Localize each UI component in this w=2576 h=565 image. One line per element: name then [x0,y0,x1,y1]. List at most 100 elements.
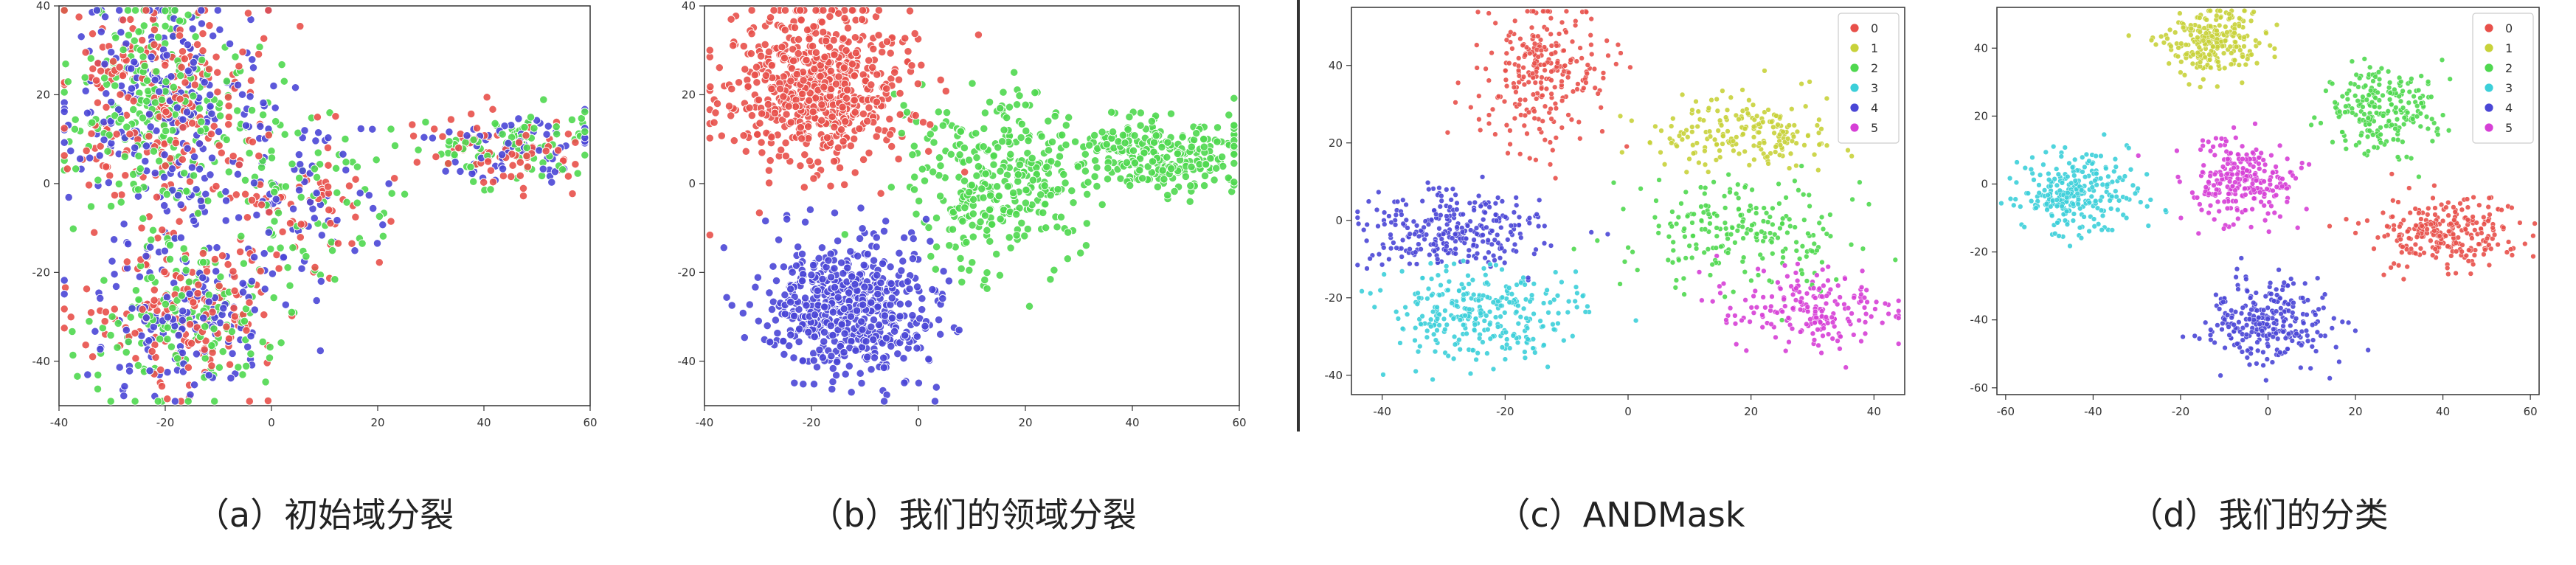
data-point-red [913,79,923,89]
data-point-green [153,397,162,406]
data-point-green [131,397,139,406]
data-point-red [190,80,199,89]
data-point-0 [1507,128,1513,134]
data-point-red [224,93,233,102]
data-point-red [878,47,887,57]
data-point-blue [909,234,918,243]
data-point-red [796,122,805,132]
data-point-green [106,397,115,406]
data-point-1 [1731,148,1737,153]
data-point-0 [1583,80,1589,86]
data-point-3 [1402,304,1408,311]
data-point-1 [1722,114,1729,120]
data-point-blue [147,52,156,61]
data-point-3 [1551,326,1557,333]
data-point-3 [1520,305,1527,312]
data-point-1 [1803,103,1809,109]
data-point-5 [1793,270,1799,276]
data-point-4 [1437,204,1443,209]
data-point-5 [1858,338,1864,344]
data-point-green [553,130,561,139]
data-point-green [342,158,350,167]
data-point-red [272,250,281,260]
data-point-green [1024,136,1033,145]
data-point-blue [932,383,941,392]
data-point-1 [1707,134,1714,139]
data-point-1 [1708,97,1714,103]
data-point-2 [1809,248,1815,254]
data-point-green [920,176,929,185]
data-point-3 [1456,288,1462,294]
data-point-green [353,162,362,171]
data-point-green [1085,141,1094,150]
data-point-green [910,173,919,181]
data-point-red [907,61,916,70]
data-point-blue [779,336,788,346]
data-point-blue [913,282,922,291]
data-point-green [1067,186,1076,195]
data-point-3 [1485,327,1491,333]
data-point-green [184,10,193,19]
data-point-blue [780,310,789,319]
data-point-red [409,131,418,141]
data-point-red [412,158,421,167]
data-point-4 [1381,209,1388,215]
data-point-green [1143,162,1152,171]
data-point-red [119,15,128,24]
data-point-5 [1781,296,1787,302]
data-point-blue [926,237,935,246]
data-point-red [324,161,333,170]
data-point-red [60,6,69,15]
data-point-5 [1835,338,1841,344]
data-point-red [796,162,805,170]
data-point-3 [1427,260,1434,266]
data-point-4 [1355,221,1362,227]
data-point-red [88,30,97,38]
data-point-red [194,280,203,289]
data-point-1 [1751,124,1757,130]
data-point-red [514,138,524,147]
data-point-red [872,97,882,106]
data-point-blue [142,252,150,260]
data-point-green [968,258,977,267]
data-point-red [705,230,714,240]
data-point-red [438,132,447,141]
data-point-blue [826,273,836,282]
data-point-red [96,142,105,150]
data-point-0 [2472,227,2478,233]
data-point-3 [1528,292,1535,298]
data-point-blue [226,373,235,383]
data-point-blue [135,272,145,281]
data-point-2 [1775,235,1781,241]
data-point-red [865,103,873,112]
data-point-green [138,114,148,122]
data-point-4 [1482,209,1488,215]
data-point-3 [1466,281,1472,287]
data-point-blue [364,191,373,200]
data-point-blue [766,338,775,347]
data-point-3 [1450,356,1457,361]
data-point-blue [167,72,176,81]
data-point-1 [1754,113,1760,119]
data-point-green [1206,154,1215,163]
data-point-0 [1624,143,1630,150]
data-point-red [886,49,895,58]
points-group [60,6,589,406]
data-point-green [1023,224,1032,234]
data-point-blue [268,269,277,278]
data-point-green [1015,160,1025,170]
data-point-blue [350,246,359,255]
data-point-blue [160,201,169,210]
data-point-2 [1757,252,1763,258]
data-point-green [977,184,986,193]
data-point-blue [247,277,257,285]
data-point-0 [2418,216,2424,222]
data-point-blue [192,185,201,194]
data-point-4 [1410,218,1417,224]
data-point-blue [95,151,104,160]
data-point-4 [1448,197,1454,203]
data-point-blue [896,312,904,321]
data-point-blue [840,329,849,338]
data-point-2 [1779,221,1785,226]
data-point-0 [1600,75,1607,81]
